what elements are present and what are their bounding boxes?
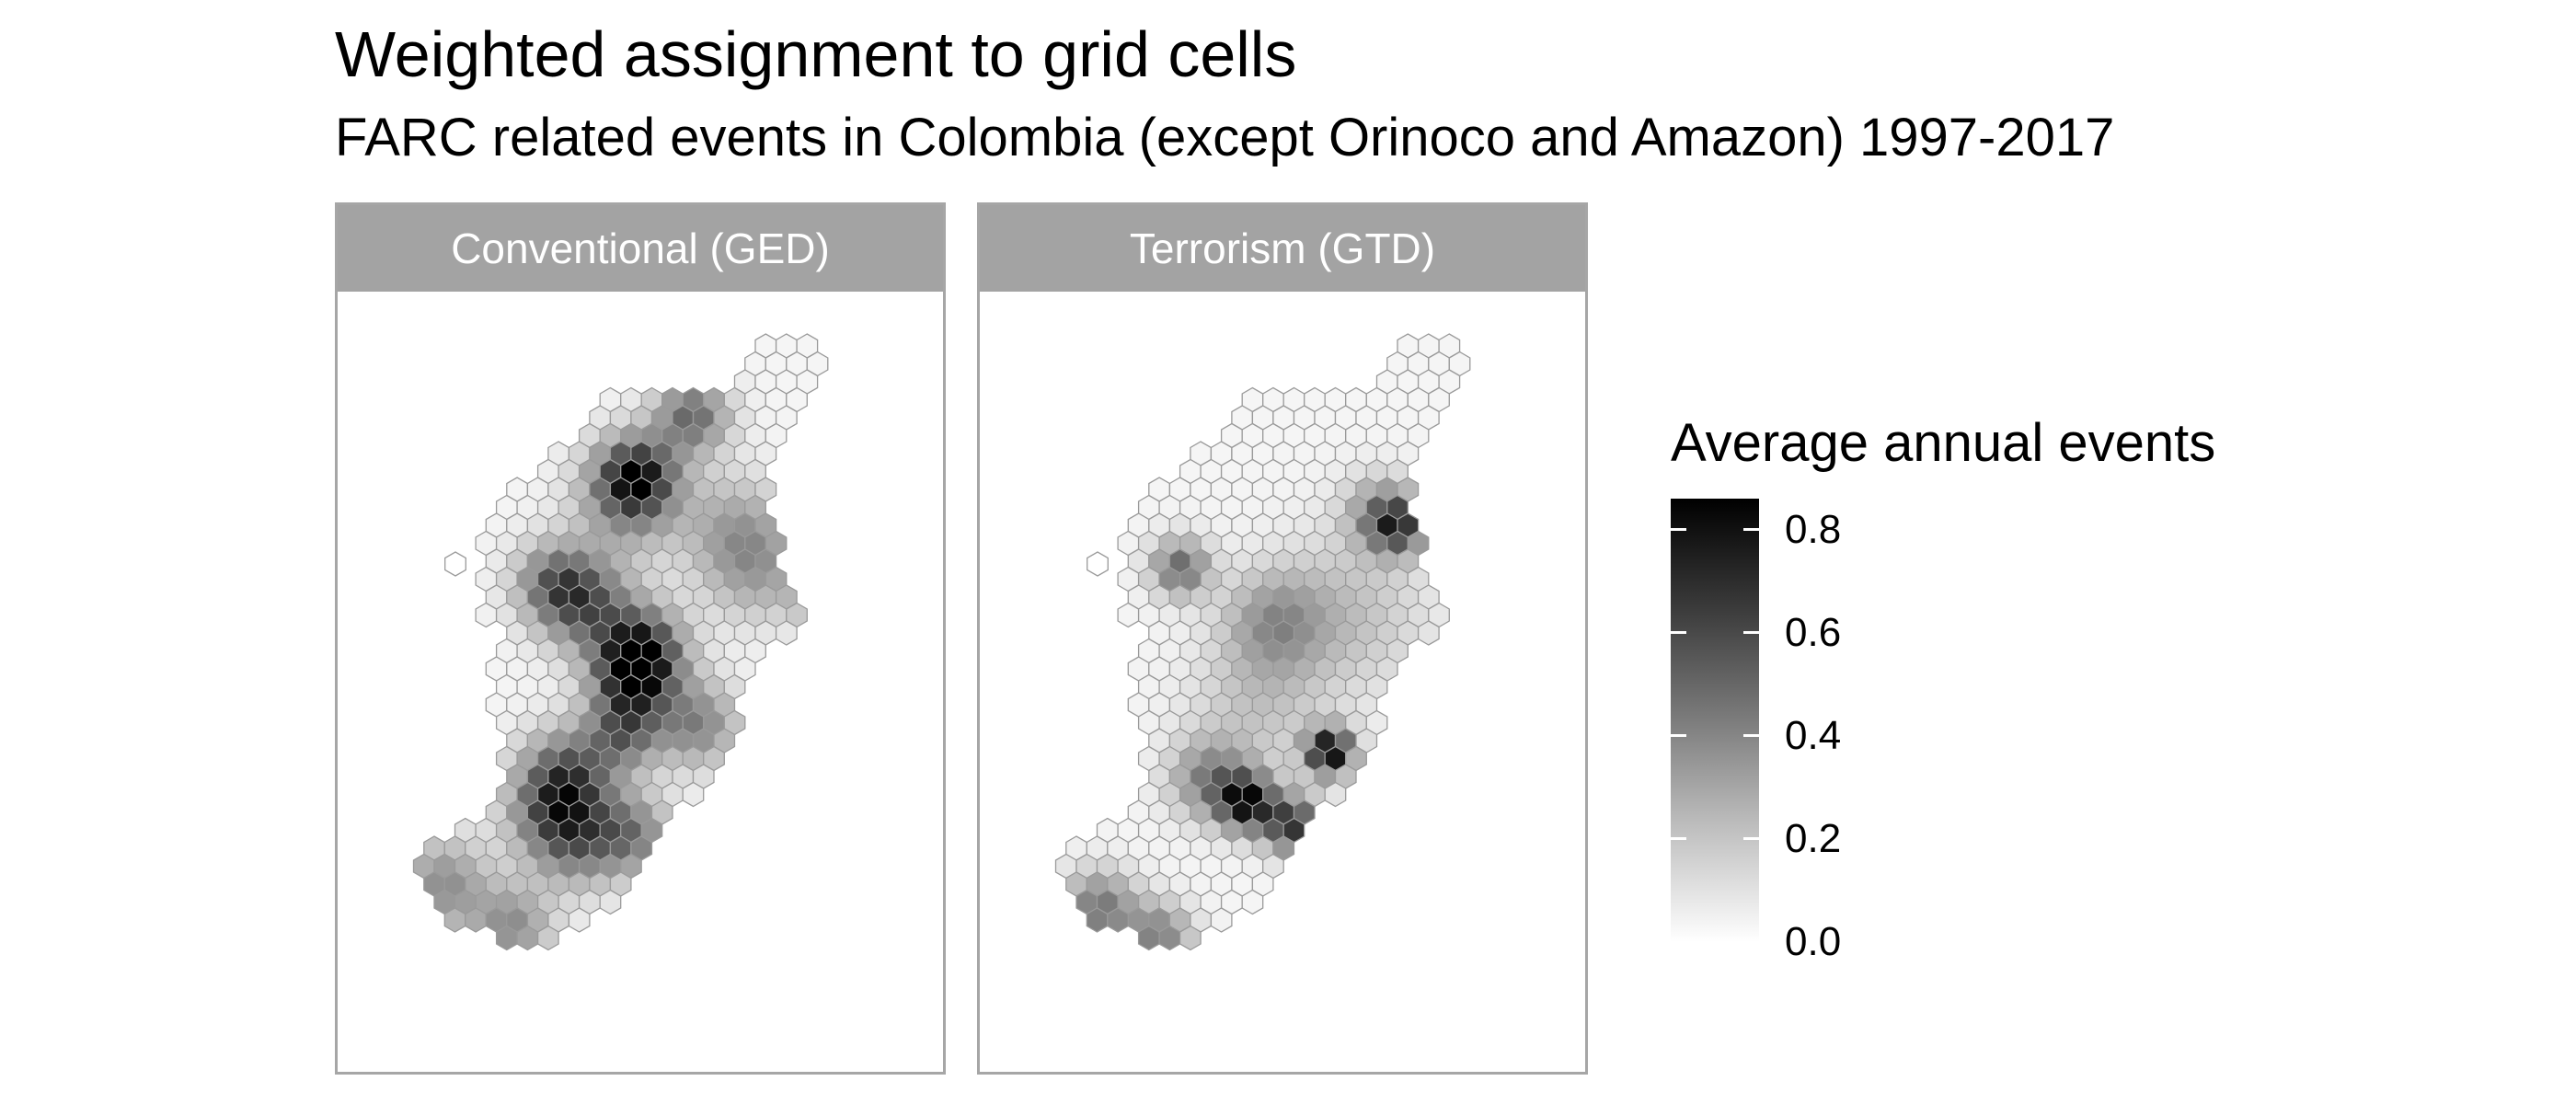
legend-tick-mark: [1671, 631, 1686, 635]
hex-cell: [465, 907, 487, 933]
hex-cell: [536, 925, 559, 951]
hex-cell: [1158, 925, 1181, 951]
legend-colorbar: [1671, 499, 1759, 942]
chart-subtitle: FARC related events in Colombia (except …: [335, 108, 2115, 167]
chart-title: Weighted assignment to grid cells: [335, 18, 1297, 90]
hex-cell: [475, 602, 498, 628]
legend-tick-mark: [1743, 631, 1759, 635]
hex-cell: [1179, 925, 1202, 951]
legend-tick-label: 0.0: [1785, 919, 1842, 964]
hex-cell: [599, 889, 622, 915]
legend-tick-mark: [1743, 528, 1759, 532]
legend-title: Average annual events: [1671, 413, 2216, 473]
legend-tick-mark: [1743, 940, 1759, 944]
hex-cell: [516, 925, 539, 951]
hex-cell: [682, 781, 705, 808]
hex-cell: [1417, 620, 1440, 646]
map-panel-terrorism: Terrorism (GTD): [977, 202, 1588, 1075]
legend-tick-mark: [1671, 940, 1686, 944]
hex-grid-map-conventional: [412, 333, 829, 951]
hex-cell: [568, 907, 591, 933]
panel-strip-terrorism: Terrorism (GTD): [980, 205, 1585, 292]
legend-tick-mark: [1743, 837, 1759, 841]
hex-cell: [775, 620, 798, 646]
hex-cell: [1137, 925, 1160, 951]
hex-cell: [443, 907, 466, 933]
hex-cell: [1324, 781, 1347, 808]
legend-tick-label: 0.4: [1785, 712, 1842, 758]
hex-cell: [1241, 889, 1264, 915]
panel-strip-conventional: Conventional (GED): [338, 205, 943, 292]
hex-cell: [1117, 602, 1140, 628]
legend-tick-mark: [1671, 837, 1686, 841]
legend-tick-mark: [1671, 734, 1686, 738]
hex-cell: [1086, 907, 1109, 933]
hex-cell: [1087, 551, 1109, 577]
legend-tick-mark: [1671, 528, 1686, 532]
hex-cell: [1210, 907, 1233, 933]
hex-cell: [495, 925, 518, 951]
hex-grid-map-terrorism: [1054, 333, 1471, 951]
legend-tick-label: 0.8: [1785, 506, 1842, 552]
legend-tick-label: 0.2: [1785, 815, 1842, 861]
hex-cell: [1107, 907, 1129, 933]
legend-tick-mark: [1743, 734, 1759, 738]
legend-tick-label: 0.6: [1785, 609, 1842, 655]
map-panel-conventional: Conventional (GED): [335, 202, 946, 1075]
hex-cell: [444, 551, 466, 577]
